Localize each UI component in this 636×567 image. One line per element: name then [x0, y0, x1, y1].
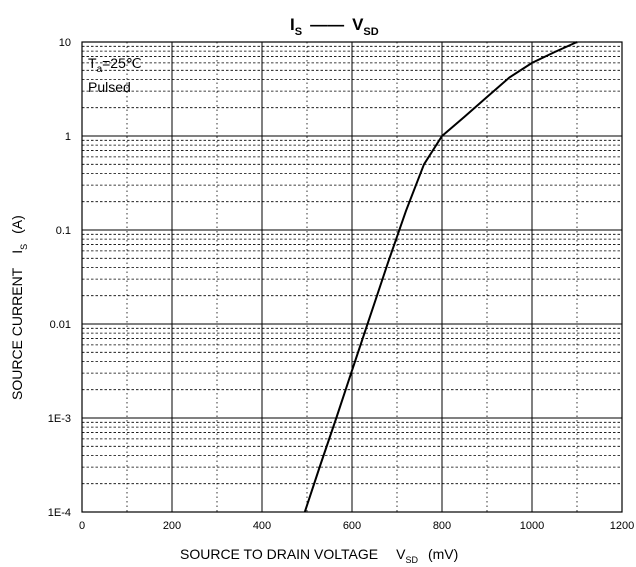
- chart-title: IS —— VSD: [290, 15, 379, 38]
- x-axis-label-symbol: V: [396, 546, 406, 562]
- annotation-t-rest: =25℃: [102, 55, 141, 71]
- y-tick-label: 1E-4: [48, 507, 71, 519]
- y-axis-label-sub: S: [19, 244, 29, 250]
- x-axis-label-text: SOURCE TO DRAIN VOLTAGE: [180, 546, 378, 562]
- annotation-pulsed: Pulsed: [88, 79, 131, 95]
- plot-frame: [81, 41, 623, 513]
- x-axis-label: SOURCE TO DRAIN VOLTAGE VSD (mV): [180, 546, 458, 565]
- x-tick-labels: 0 200 400 600 800 1000 1200: [79, 520, 634, 532]
- title-connector: ——: [310, 15, 344, 34]
- y-tick-label: 0.1: [56, 225, 71, 237]
- y-tick-label: 1E-3: [48, 413, 71, 425]
- title-is-sub: S: [295, 26, 302, 38]
- x-tick-label: 400: [253, 520, 271, 532]
- y-axis-label: SOURCE CURRENT IS (A): [9, 215, 29, 400]
- y-axis-label-symbol: I: [9, 250, 25, 254]
- x-tick-label: 600: [343, 520, 361, 532]
- y-tick-label: 0.01: [50, 319, 71, 331]
- title-vsd-sub: SD: [363, 26, 378, 38]
- x-tick-label: 200: [163, 520, 181, 532]
- x-tick-label: 800: [433, 520, 451, 532]
- x-axis-label-unit: (mV): [428, 546, 458, 562]
- annotation-t-sub: a: [97, 64, 103, 75]
- x-tick-label: 1200: [610, 520, 634, 532]
- y-axis-label-text: SOURCE CURRENT: [9, 267, 25, 400]
- annotation-temperature: Ta=25℃: [88, 55, 142, 75]
- x-axis-label-sub: SD: [405, 555, 418, 565]
- title-is-main: I: [290, 15, 295, 34]
- y-tick-label: 1: [65, 131, 71, 143]
- annotation-t-main: T: [88, 55, 97, 71]
- y-axis-label-unit: (A): [9, 215, 25, 234]
- x-tick-label: 0: [79, 520, 85, 532]
- x-tick-label: 1000: [520, 520, 544, 532]
- title-vsd-main: V: [352, 15, 364, 34]
- y-tick-labels: 10 1 0.1 0.01 1E-3 1E-4: [48, 37, 71, 519]
- series-line-is-vsd: [303, 41, 578, 513]
- y-tick-label: 10: [59, 37, 71, 49]
